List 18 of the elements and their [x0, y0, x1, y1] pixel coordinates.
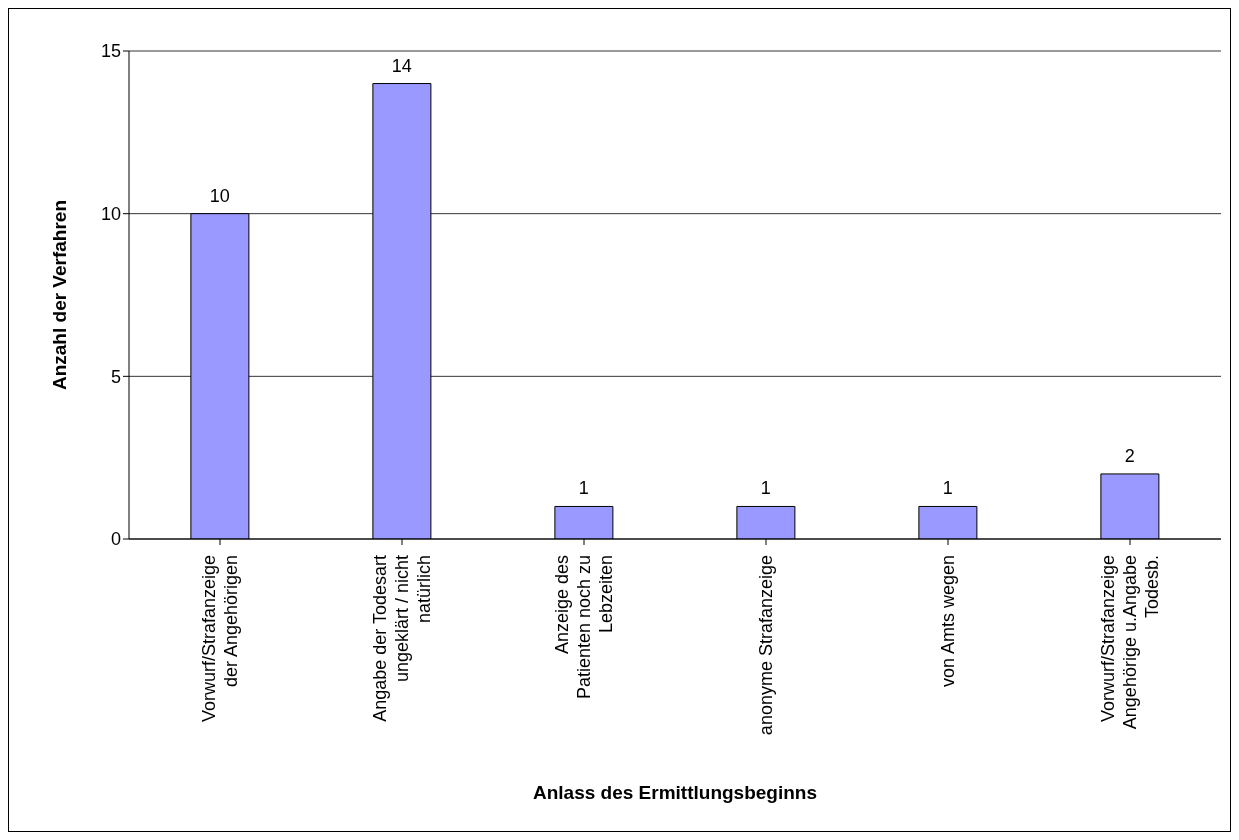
x-tick-label: Vorwurf/Strafanzeige der Angehörigen [199, 555, 241, 723]
y-tick-label: 0 [110, 529, 121, 550]
y-tick-label: 5 [110, 366, 121, 387]
y-tick-label: 15 [100, 41, 121, 62]
data-label: 1 [942, 478, 953, 499]
y-tick-label: 10 [100, 204, 121, 225]
x-tick-label: anonyme Strafanzeige [756, 555, 776, 736]
data-label: 2 [1124, 445, 1135, 466]
data-label: 14 [391, 55, 412, 76]
data-label: 1 [760, 478, 771, 499]
data-label: 10 [209, 185, 230, 206]
x-tick-label: Angabe der Todesart ungeklärt / nicht natürlich [370, 555, 434, 722]
x-tick-label: Anzeige des Patienten noch zu Lebzeiten [552, 555, 616, 700]
data-label: 1 [578, 478, 589, 499]
x-axis-title: Anlass des Ermittlungsbeginns [533, 782, 817, 803]
y-axis-title: Anzahl der Verfahren [48, 199, 70, 391]
x-tick-label: Vorwurf/Strafanzeige Angehörige u.Angabe Todesb. [1098, 555, 1162, 730]
x-tick-label: von Amts wegen [938, 555, 958, 688]
